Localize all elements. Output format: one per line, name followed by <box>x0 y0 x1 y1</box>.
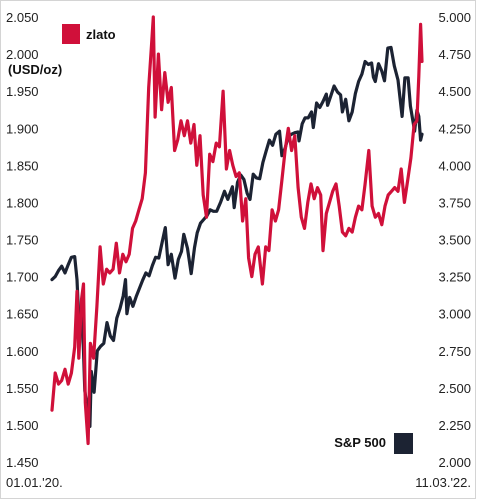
left-tick-label: 1.750 <box>6 233 39 248</box>
left-tick-label: 1.900 <box>6 121 39 136</box>
right-tick-label: 3.250 <box>438 270 471 285</box>
legend-sp500-label: S&P 500 <box>334 435 386 450</box>
left-tick-label: 1.600 <box>6 344 39 359</box>
right-tick-label: 3.750 <box>438 195 471 210</box>
right-tick-label: 3.000 <box>438 307 471 322</box>
legend-sp500: S&P 500 <box>334 433 413 454</box>
sp500-series-line <box>50 45 424 428</box>
x-tick-label-end: 11.03.'22. <box>415 475 471 490</box>
right-tick-label: 4.500 <box>438 84 471 99</box>
right-tick-label: 2.000 <box>438 455 471 470</box>
legend-gold-swatch <box>62 24 80 44</box>
right-tick-label: 4.750 <box>438 47 471 62</box>
left-tick-label: 2.050 <box>6 10 39 25</box>
right-tick-label: 3.500 <box>438 233 471 248</box>
legend-gold: zlato <box>62 24 116 44</box>
right-axis-ticks: 2.000 2.250 2.500 2.750 3.000 3.250 3.500 3.750… <box>438 10 471 470</box>
right-tick-label: 4.250 <box>438 121 471 136</box>
left-axis-ticks: 1.450 1.500 1.550 1.600 1.650 1.700 1.750 1.800… <box>6 10 39 470</box>
left-tick-label: 1.950 <box>6 84 39 99</box>
left-tick-label: 1.500 <box>6 418 39 433</box>
left-tick-label: 1.800 <box>6 195 39 210</box>
left-tick-label: 2.000 <box>6 47 39 62</box>
gold-series-line <box>50 15 424 446</box>
right-tick-label: 2.500 <box>438 381 471 396</box>
series-layer <box>50 15 424 446</box>
x-axis-ticks: 01.01.'20. 11.03.'22. <box>6 475 471 490</box>
left-tick-label: 1.550 <box>6 381 39 396</box>
right-tick-label: 5.000 <box>438 10 471 25</box>
left-tick-label: 1.700 <box>6 270 39 285</box>
left-axis-unit-label: (USD/oz) <box>8 62 62 77</box>
x-tick-label-start: 01.01.'20. <box>6 475 63 490</box>
right-tick-label: 2.250 <box>438 418 471 433</box>
left-tick-label: 1.650 <box>6 307 39 322</box>
legend-gold-label: zlato <box>86 27 116 42</box>
left-tick-label: 1.850 <box>6 158 39 173</box>
right-tick-label: 4.000 <box>438 158 471 173</box>
legend-sp500-swatch <box>394 433 413 454</box>
left-tick-label: 1.450 <box>6 455 39 470</box>
right-tick-label: 2.750 <box>438 344 471 359</box>
